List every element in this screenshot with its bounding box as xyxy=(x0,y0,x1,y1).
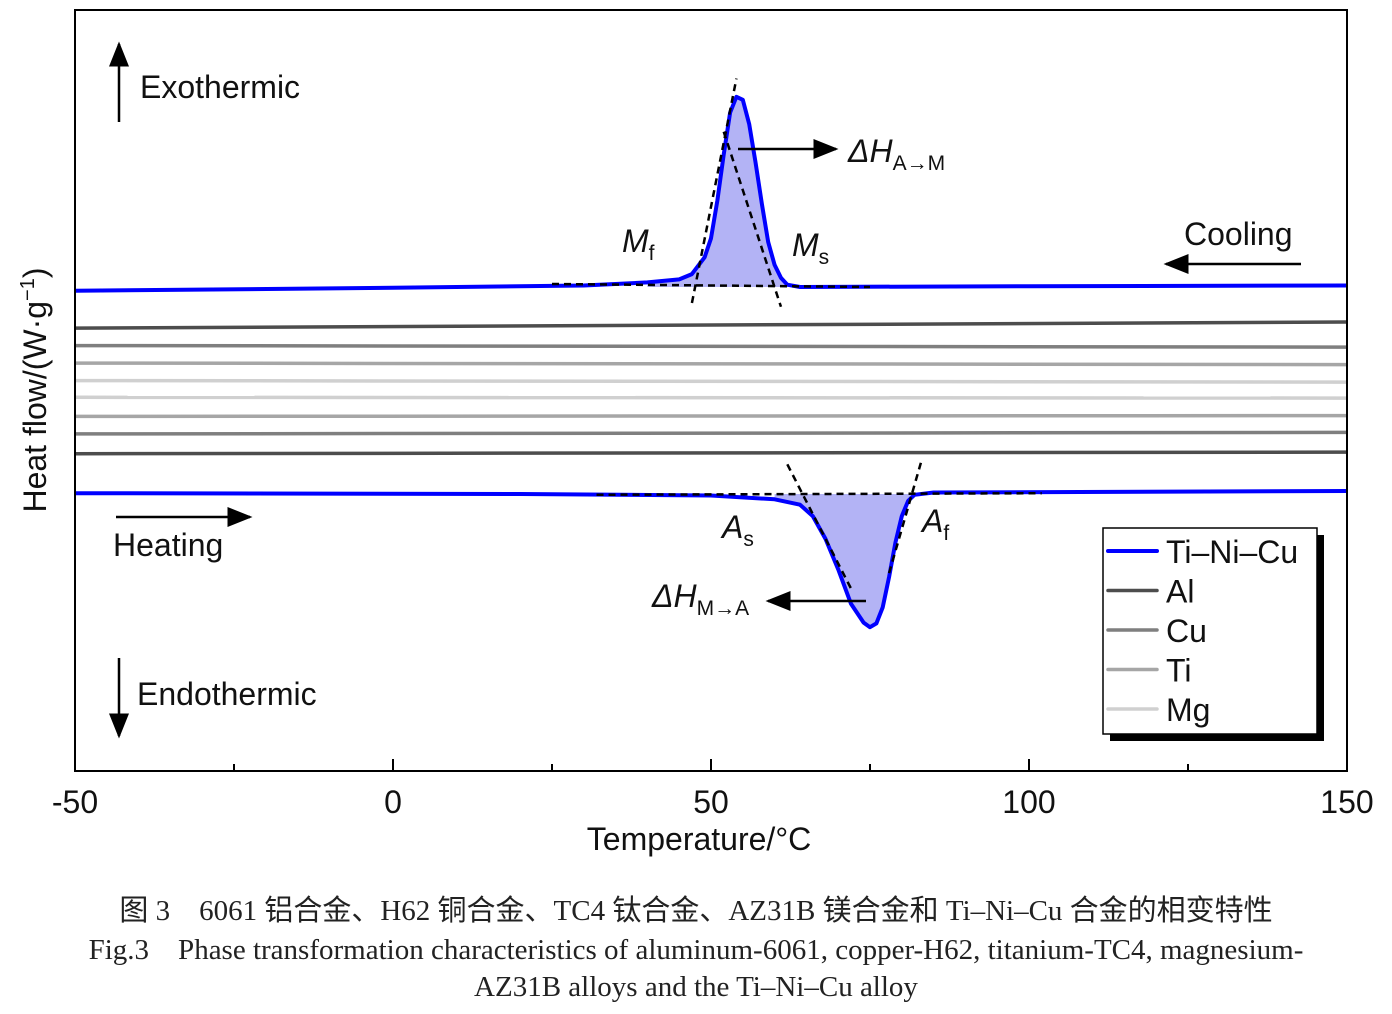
af-label: Af xyxy=(920,503,949,545)
legend-entry: Ti xyxy=(1166,653,1191,689)
curve-mg-heating xyxy=(74,395,1348,400)
curve-tinicu-heating xyxy=(74,489,1348,630)
mf-label: Mf xyxy=(622,223,655,265)
ms-label: Ms xyxy=(792,227,829,269)
ms-tangent xyxy=(722,131,783,308)
curve-mg-cooling xyxy=(74,378,1348,384)
dh-am-label: ΔHA→M xyxy=(847,133,945,175)
curve-al-heating xyxy=(74,450,1348,456)
as-label: As xyxy=(720,509,754,551)
legend-entry: Al xyxy=(1166,574,1194,610)
x-tick-label: 50 xyxy=(693,784,729,820)
legend-entry: Cu xyxy=(1166,613,1207,649)
x-tick-label: 100 xyxy=(1002,784,1055,820)
y-axis-label: Heat flow/(W·g−1) xyxy=(17,267,53,512)
exothermic-label: Exothermic xyxy=(140,69,300,105)
caption-en-line1: Fig.3 Phase transformation characteristi… xyxy=(88,934,1304,966)
curve-cu-cooling xyxy=(74,343,1348,349)
peak-area-heating xyxy=(774,493,915,628)
x-tick-label: 150 xyxy=(1320,784,1373,820)
caption-en-line2: AZ31B alloys and the Ti–Ni–Cu alloy xyxy=(474,971,918,1003)
caption-cn: 图 3 6061 铝合金、H62 铜合金、TC4 钛合金、AZ31B 镁合金和 … xyxy=(119,895,1273,927)
dh-ma-label: ΔHM→A xyxy=(651,578,749,620)
curve-tinicu-cooling xyxy=(74,94,1348,293)
baseline-tangent-heating xyxy=(596,491,1042,497)
x-tick-label: 0 xyxy=(384,784,402,820)
cooling-label: Cooling xyxy=(1184,216,1293,252)
endothermic-label: Endothermic xyxy=(137,676,317,712)
curve-al-cooling xyxy=(74,320,1348,330)
mf-tangent xyxy=(690,78,738,304)
baseline-tangent-cooling xyxy=(551,282,871,289)
x-tick-label: -50 xyxy=(52,784,98,820)
heating-label: Heating xyxy=(113,527,223,563)
legend-entry: Ti–Ni–Cu xyxy=(1166,534,1298,570)
curve-ti-heating xyxy=(74,413,1348,419)
curve-cu-heating xyxy=(74,430,1348,436)
legend-entry: Mg xyxy=(1166,692,1210,728)
x-axis-label: Temperature/°C xyxy=(587,821,811,857)
dsc-chart: -50 0 50 100 150 Exothermic Endothermic Cool… xyxy=(17,9,1374,857)
curve-ti-cooling xyxy=(74,361,1348,367)
